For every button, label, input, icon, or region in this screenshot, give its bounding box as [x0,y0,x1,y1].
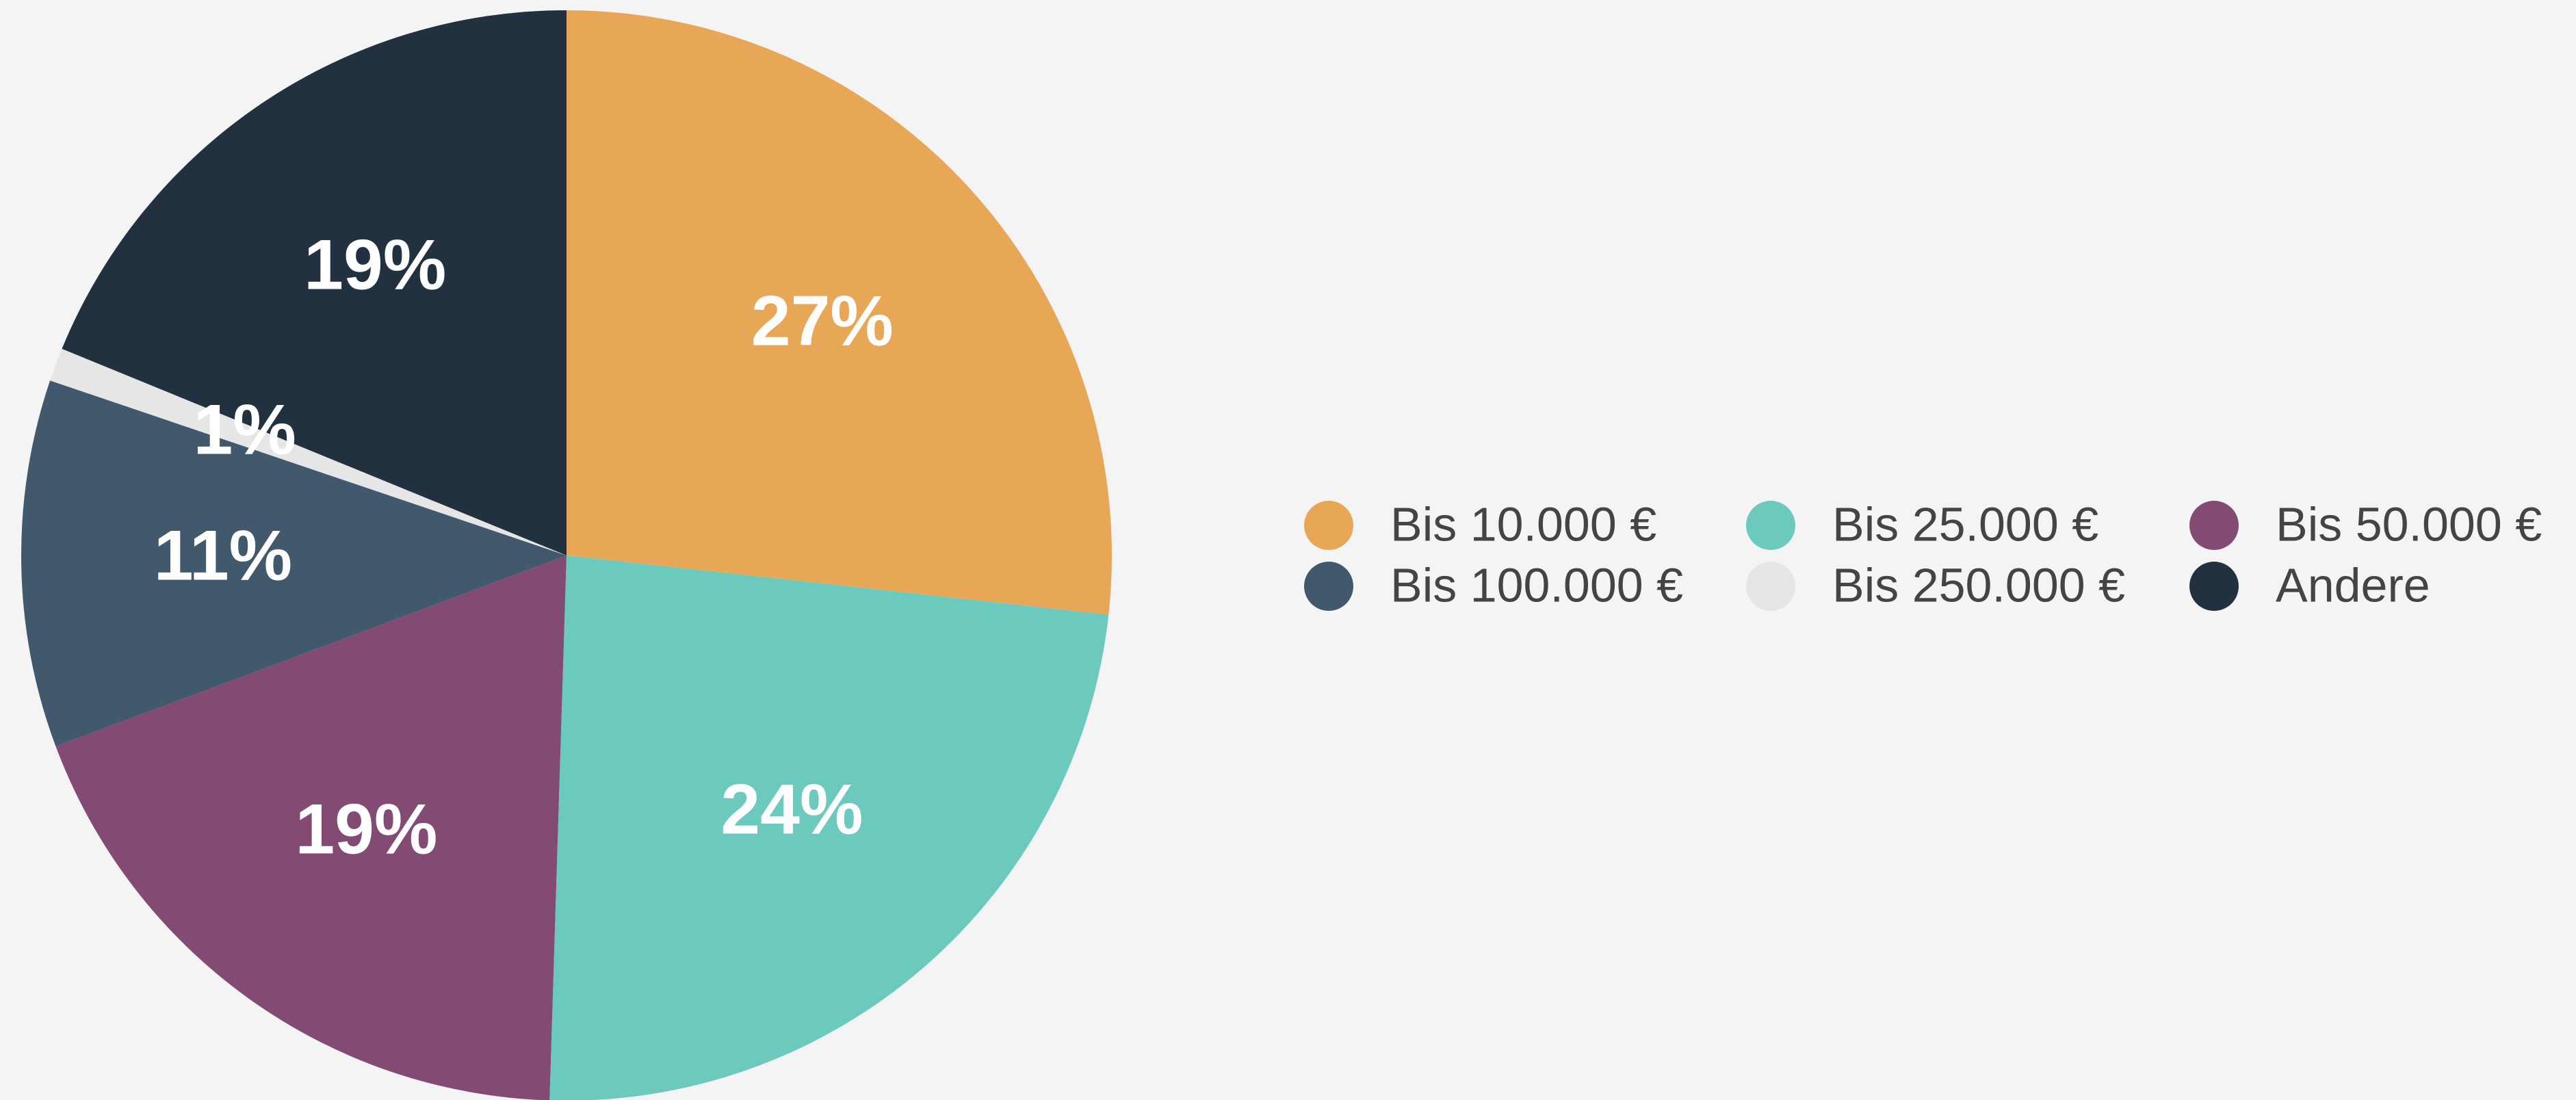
pie-slice [21,380,567,747]
legend-label: Andere [2276,558,2430,612]
legend-swatch [1746,501,1795,550]
legend-label: Bis 50.000 € [2276,497,2542,551]
legend-swatch [1304,562,1353,611]
slice-label: 27% [751,281,894,361]
pie-slice [567,10,1112,615]
legend-label: Bis 250.000 € [1832,558,2125,612]
legend-swatch [1304,501,1353,550]
pie-slice [55,555,567,1100]
legend-label: Bis 100.000 € [1390,558,1683,612]
legend-label: Bis 10.000 € [1390,497,1656,551]
legend-swatch [2189,562,2239,611]
slice-label: 1% [194,391,296,470]
legend-label: Bis 25.000 € [1832,497,2098,551]
pie-slice [50,348,567,555]
pie-slice [62,10,567,555]
pie-slice [549,555,1109,1100]
legend-swatch [1746,562,1795,611]
slice-label: 19% [304,226,446,305]
slice-label: 19% [295,790,437,869]
legend-swatch [2189,501,2239,550]
slice-label: 24% [720,770,863,849]
slice-label: 11% [154,516,292,595]
